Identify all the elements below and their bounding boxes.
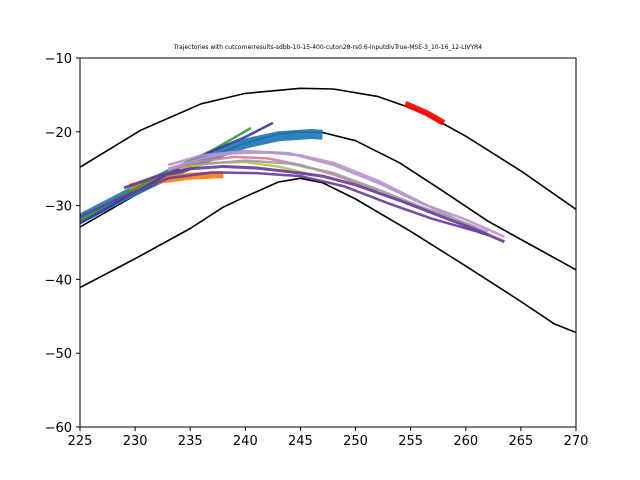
x-tick-label: 255 [398,434,423,449]
trajectory-line-2 [80,131,576,271]
trajectory-line-14 [123,165,505,244]
x-tick-label: 245 [288,434,313,449]
trajectory-line-15 [80,171,489,237]
y-tick-label: −10 [45,52,72,67]
y-tick-label: −50 [45,347,72,362]
x-tick-label: 260 [453,434,478,449]
y-tick-label: −20 [45,126,72,141]
trajectory-line-13 [201,159,478,229]
trajectory-line-12 [167,149,505,238]
x-tick-label: 240 [233,434,258,449]
x-tick-label: 235 [178,434,203,449]
trajectory-line-6 [404,101,446,126]
trajectory-line-10 [167,155,379,192]
x-tick-label: 225 [68,434,93,449]
x-tick-label: 265 [508,434,533,449]
x-tick-label: 270 [564,434,589,449]
y-tick-label: −40 [45,273,72,288]
axes-layer: 225 230 235 240 245 250 255 260 265 270 −10 −20 −30 −… [45,52,589,449]
series-layer [80,87,576,334]
trajectory-line-3 [80,177,576,334]
trajectory-line-1 [80,87,576,210]
y-tick-label: −30 [45,200,72,215]
y-tick-label: −60 [45,421,72,436]
plot-frame [79,57,577,428]
x-tick-label: 230 [123,434,148,449]
x-tick-label: 250 [343,434,368,449]
chart-title: Trajectories with cutcornerresults-sdbb-… [173,44,482,51]
